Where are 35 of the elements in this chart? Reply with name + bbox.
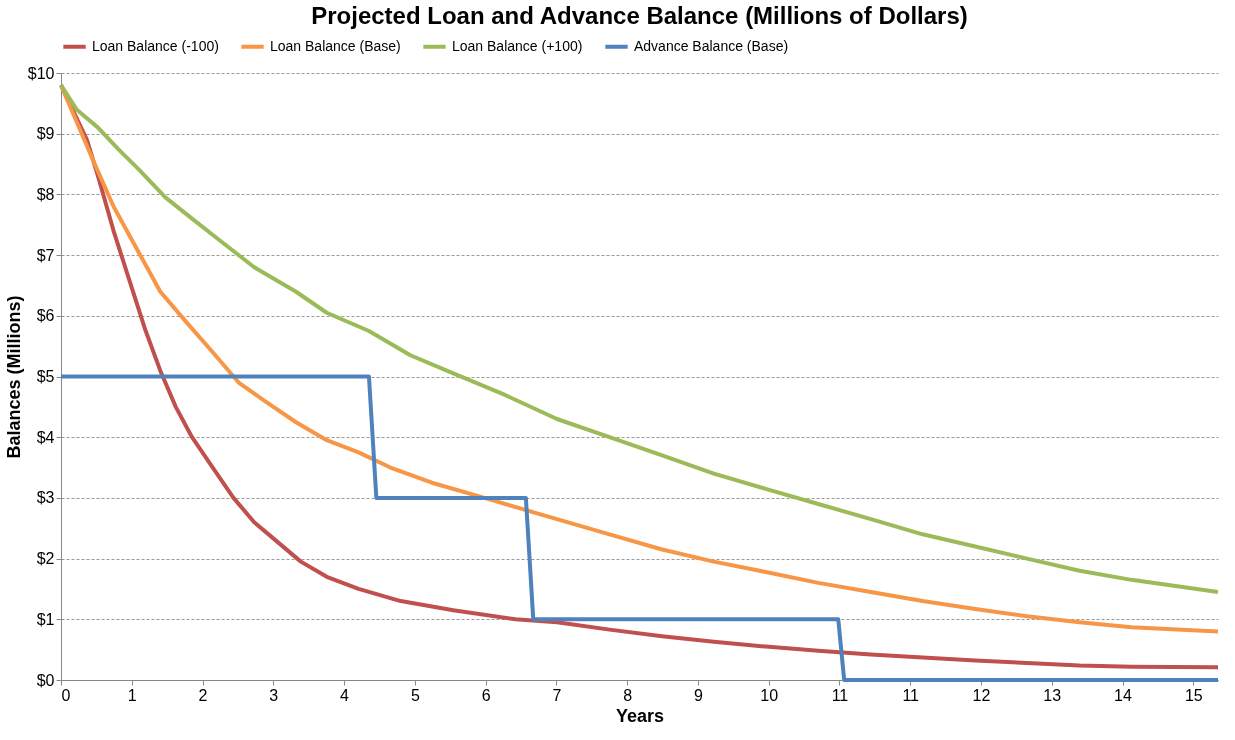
legend-label: Loan Balance (+100) xyxy=(452,37,583,54)
x-tick-label: 11 xyxy=(831,686,849,704)
legend-label: Advance Balance (Base) xyxy=(634,37,789,54)
y-tick-label: $8 xyxy=(36,185,55,203)
x-tick-label: 12 xyxy=(972,686,991,704)
legend-label: Loan Balance (Base) xyxy=(270,37,401,54)
legend-label: Loan Balance (-100) xyxy=(92,37,219,54)
x-tick-label: 13 xyxy=(1043,686,1062,704)
y-tick-label: $5 xyxy=(36,368,55,385)
x-tick-label: 15 xyxy=(1184,686,1203,704)
y-tick-label: $1 xyxy=(36,610,55,628)
y-tick-label: $3 xyxy=(36,489,55,507)
x-tick-label: 11 xyxy=(902,686,920,704)
y-tick-label: $7 xyxy=(36,246,55,264)
y-tick-label: $6 xyxy=(36,307,55,325)
x-tick-label: 5 xyxy=(410,686,420,704)
x-tick-label: 9 xyxy=(693,686,703,704)
y-tick-label: $2 xyxy=(36,550,55,568)
x-tick-label: 1 xyxy=(127,686,137,704)
chart-title: Projected Loan and Advance Balance (Millions of Dollars) xyxy=(311,2,968,29)
y-tick-label: $0 xyxy=(36,671,55,689)
x-tick-label: 10 xyxy=(760,686,779,704)
y-tick-label: $4 xyxy=(36,428,55,446)
y-axis-title: Balances (Millions) xyxy=(3,295,24,459)
x-tick-label: 7 xyxy=(552,686,562,704)
x-tick-label: 4 xyxy=(340,686,350,704)
y-tick-label: $9 xyxy=(36,125,55,143)
x-axis-title: Years xyxy=(615,705,665,726)
x-tick-label: 2 xyxy=(198,686,208,704)
x-tick-label: 0 xyxy=(61,686,71,704)
y-tick-label: $10 xyxy=(27,64,55,82)
x-tick-label: 3 xyxy=(269,686,279,704)
x-tick-label: 6 xyxy=(481,686,491,704)
x-tick-label: 8 xyxy=(623,686,633,704)
x-tick-label: 14 xyxy=(1114,686,1133,704)
